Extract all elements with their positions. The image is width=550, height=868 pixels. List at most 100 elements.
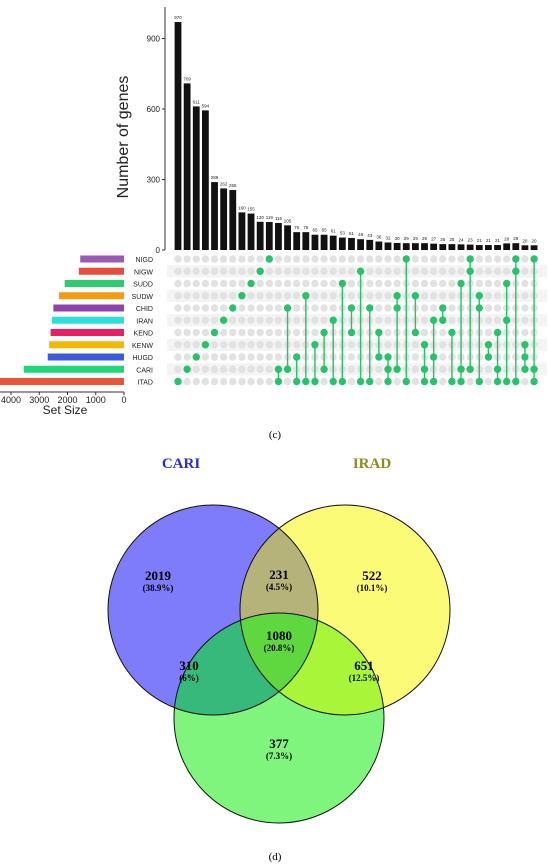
matrix-dot-inactive [265, 353, 273, 361]
matrix-dot-active [384, 377, 392, 386]
matrix-dot-inactive [174, 292, 182, 300]
y-tick-label: 900 [147, 35, 161, 44]
bar-value-label: 160 [238, 205, 246, 210]
matrix-dot-active [247, 279, 255, 288]
matrix-dot-inactive [201, 377, 210, 386]
venn-pct-cari_irad: (4.5%) [266, 582, 292, 592]
matrix-dot-active [530, 255, 538, 263]
matrix-dot-inactive [375, 365, 383, 373]
bar-value-label: 29 [513, 236, 519, 241]
matrix-dot-inactive [201, 267, 210, 275]
matrix-dot-active [210, 328, 219, 337]
matrix-dot-active [466, 255, 474, 263]
panel-label-d: (d) [269, 851, 282, 863]
matrix-dot-inactive [439, 328, 447, 337]
matrix-dot-inactive [429, 279, 438, 288]
venn-outline-irad [239, 504, 451, 716]
matrix-dot-active [512, 255, 520, 263]
intersection-bar [530, 245, 538, 250]
matrix-dot-active [420, 377, 429, 386]
matrix-dot-inactive [311, 292, 319, 300]
bar-value-label: 28 [504, 236, 510, 241]
matrix-dot-active [283, 304, 292, 312]
matrix-dot-inactive [484, 316, 493, 324]
matrix-dot-inactive [375, 255, 383, 263]
matrix-dot-inactive [521, 255, 529, 263]
matrix-dot-inactive [448, 279, 456, 288]
matrix-dot-inactive [210, 292, 219, 300]
bar-value-label: 21 [495, 238, 501, 243]
matrix-dot-inactive [283, 279, 292, 288]
matrix-dot-inactive [201, 255, 210, 263]
matrix-dot-inactive [247, 304, 255, 312]
intersection-bar [174, 22, 182, 250]
matrix-dot-active [338, 377, 347, 386]
matrix-dot-inactive [448, 255, 456, 263]
matrix-dot-inactive [219, 377, 228, 386]
matrix-dot-inactive [238, 316, 246, 324]
matrix-dot-inactive [484, 267, 493, 275]
matrix-dot-inactive [274, 292, 283, 300]
bar-value-label: 29 [422, 236, 428, 241]
bar-value-label: 51 [349, 231, 355, 236]
intersection-bars [174, 22, 538, 250]
set-size-label: Set Size [43, 403, 88, 417]
matrix-dot-inactive [320, 377, 328, 386]
intersection-bar [338, 237, 346, 250]
set-label: SUDW [132, 294, 154, 301]
matrix-dot-active [521, 341, 529, 349]
intersection-bar [284, 225, 291, 250]
matrix-dot-inactive [247, 353, 255, 361]
bar-value-label: 65 [322, 228, 328, 233]
bar-value-label: 32 [385, 235, 391, 240]
matrix-dot-active [329, 316, 337, 324]
matrix-dot-inactive [265, 377, 273, 386]
bar-value-label: 21 [486, 238, 492, 243]
matrix-dot-inactive [265, 304, 273, 312]
matrix-dot-active [256, 267, 264, 275]
matrix-dot-inactive [429, 292, 438, 300]
matrix-dot-inactive [439, 292, 447, 300]
venn-count-third_only: 377 [269, 736, 289, 751]
matrix-dot-inactive [420, 304, 429, 312]
matrix-dot-inactive [439, 255, 447, 263]
matrix-dot-inactive [302, 255, 310, 263]
matrix-dot-inactive [265, 279, 273, 288]
intersection-bar [265, 222, 273, 250]
matrix-dot-inactive [292, 267, 301, 275]
matrix-dot-inactive [356, 255, 365, 263]
matrix-dot-inactive [192, 255, 200, 263]
matrix-dot-active [466, 267, 474, 275]
matrix-dot-inactive [338, 267, 347, 275]
bar-value-label: 53 [340, 231, 346, 236]
matrix-dot-inactive [201, 304, 210, 312]
bar-value-label: 594 [202, 103, 210, 108]
matrix-dot-inactive [192, 304, 200, 312]
matrix-dot-inactive [384, 316, 392, 324]
matrix-dot-inactive [247, 267, 255, 275]
matrix-dot-inactive [393, 267, 401, 275]
matrix-dot-active [192, 353, 200, 361]
matrix-dot-inactive [265, 328, 273, 337]
matrix-dot-active [219, 316, 228, 324]
matrix-dot-inactive [484, 377, 493, 386]
set-size-bar [51, 316, 124, 324]
matrix-dot-inactive [320, 255, 328, 263]
matrix-dot-inactive [256, 341, 264, 349]
intersection-bar [238, 212, 246, 250]
set-label: HUGD [132, 355, 153, 362]
matrix-dot-inactive [265, 341, 273, 349]
matrix-dot-inactive [292, 279, 301, 288]
matrix-dot-inactive [274, 267, 283, 275]
intersection-bar [430, 243, 438, 250]
matrix-dot-active [448, 328, 456, 337]
matrix-dot-inactive [457, 267, 465, 275]
matrix-dot-inactive [320, 267, 328, 275]
venn-pct-irad_only: (10.1%) [357, 583, 388, 593]
matrix-dot-inactive [311, 304, 319, 312]
matrix-dot-active [512, 377, 520, 386]
matrix-dot-active [174, 377, 182, 386]
matrix-dot-inactive [521, 328, 529, 337]
bar-value-label: 43 [367, 233, 373, 238]
matrix-dot-inactive [375, 279, 383, 288]
